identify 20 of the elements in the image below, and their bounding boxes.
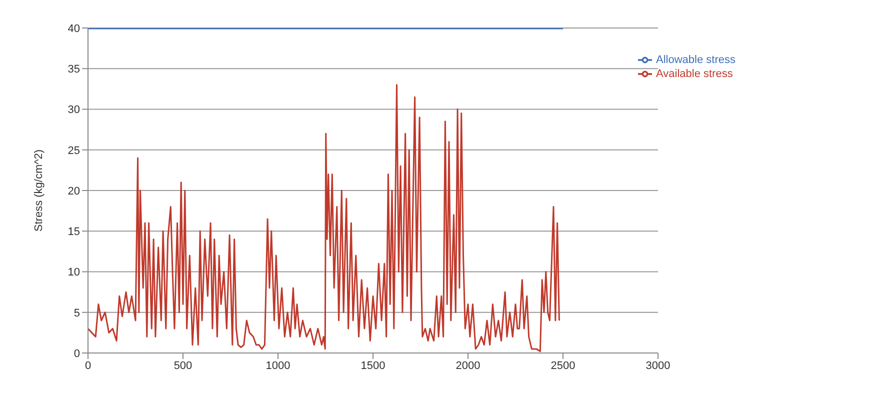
x-tick-label: 1000 [266,360,290,372]
x-tick-label: 0 [84,360,92,372]
x-tick-label: 2000 [456,360,480,372]
legend-label: Allowable stress [656,54,736,66]
legend-label: Available stress [656,68,733,80]
y-tick-label: 5 [74,307,80,320]
x-tick-label: 2500 [550,360,576,372]
x-tick-label: 500 [174,360,192,372]
y-tick-label: 25 [68,144,80,157]
x-tick-label: 3000 [646,360,670,372]
x-tick-label: 1500 [360,360,386,372]
y-tick-label: 10 [68,266,80,279]
y-tick-label: 0 [74,348,80,360]
y-axis-title: Stress (kg/cm^2) [33,149,45,232]
y-tick-label: 20 [68,185,80,198]
y-tick-label: 30 [68,104,80,116]
y-tick-label: 15 [68,226,80,238]
y-tick-label: 35 [68,64,80,76]
y-tick-label: 40 [68,22,80,35]
line-series [88,84,560,352]
